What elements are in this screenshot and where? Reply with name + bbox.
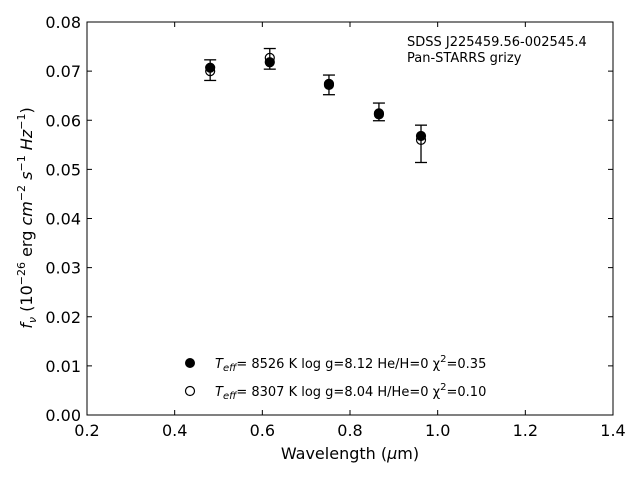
open-point <box>415 134 427 145</box>
axis-ticks: 0.2 0.4 0.6 0.8 1.0 1.2 1.4 0.00 0.01 0.02 0.03 0.0… <box>45 13 625 440</box>
x-tick-label: 0.8 <box>337 421 362 440</box>
filled-point <box>205 62 216 73</box>
y-tick-label: 0.02 <box>45 308 81 327</box>
open-point <box>264 52 275 63</box>
legend-marker-open <box>184 385 196 397</box>
y-axis-label: fν (10−26 erg cm−2 s−1 Hz−1) <box>15 107 39 328</box>
x-tick-label: 1.2 <box>513 421 538 440</box>
open-point <box>323 79 335 90</box>
x-tick-label: 0.6 <box>250 421 275 440</box>
x-tick-label: 0.2 <box>74 421 99 440</box>
annotation-line-2: Pan-STARRS grizy <box>407 51 522 66</box>
y-tick-label: 0.04 <box>45 210 81 229</box>
legend-label-open: Teff= 8307 K log g=8.04 H/He=0 χ2=0.10 <box>215 382 486 402</box>
y-tick-label: 0.05 <box>45 160 81 179</box>
open-point <box>205 66 216 77</box>
y-tick-label: 0.08 <box>45 13 81 32</box>
y-tick-label: 0.00 <box>45 406 81 425</box>
legend-marker-filled <box>185 358 195 368</box>
open-point <box>373 109 385 120</box>
legend: Teff= 8526 K log g=8.12 He/H=0 χ2=0.35 T… <box>184 354 486 402</box>
x-tick-label: 1.4 <box>600 421 625 440</box>
y-tick-label: 0.03 <box>45 259 81 278</box>
data-points <box>204 47 428 164</box>
legend-label-filled: Teff= 8526 K log g=8.12 He/H=0 χ2=0.35 <box>215 354 486 374</box>
y-tick-label: 0.01 <box>45 357 81 376</box>
y-tick-label: 0.06 <box>45 111 81 130</box>
annotation-line-1: SDSS J225459.56-002545.4 <box>407 35 587 50</box>
x-tick-label: 1.0 <box>425 421 450 440</box>
y-tick-label: 0.07 <box>45 62 81 81</box>
x-tick-label: 0.4 <box>162 421 187 440</box>
x-axis-label: Wavelength (μm) <box>281 444 419 463</box>
